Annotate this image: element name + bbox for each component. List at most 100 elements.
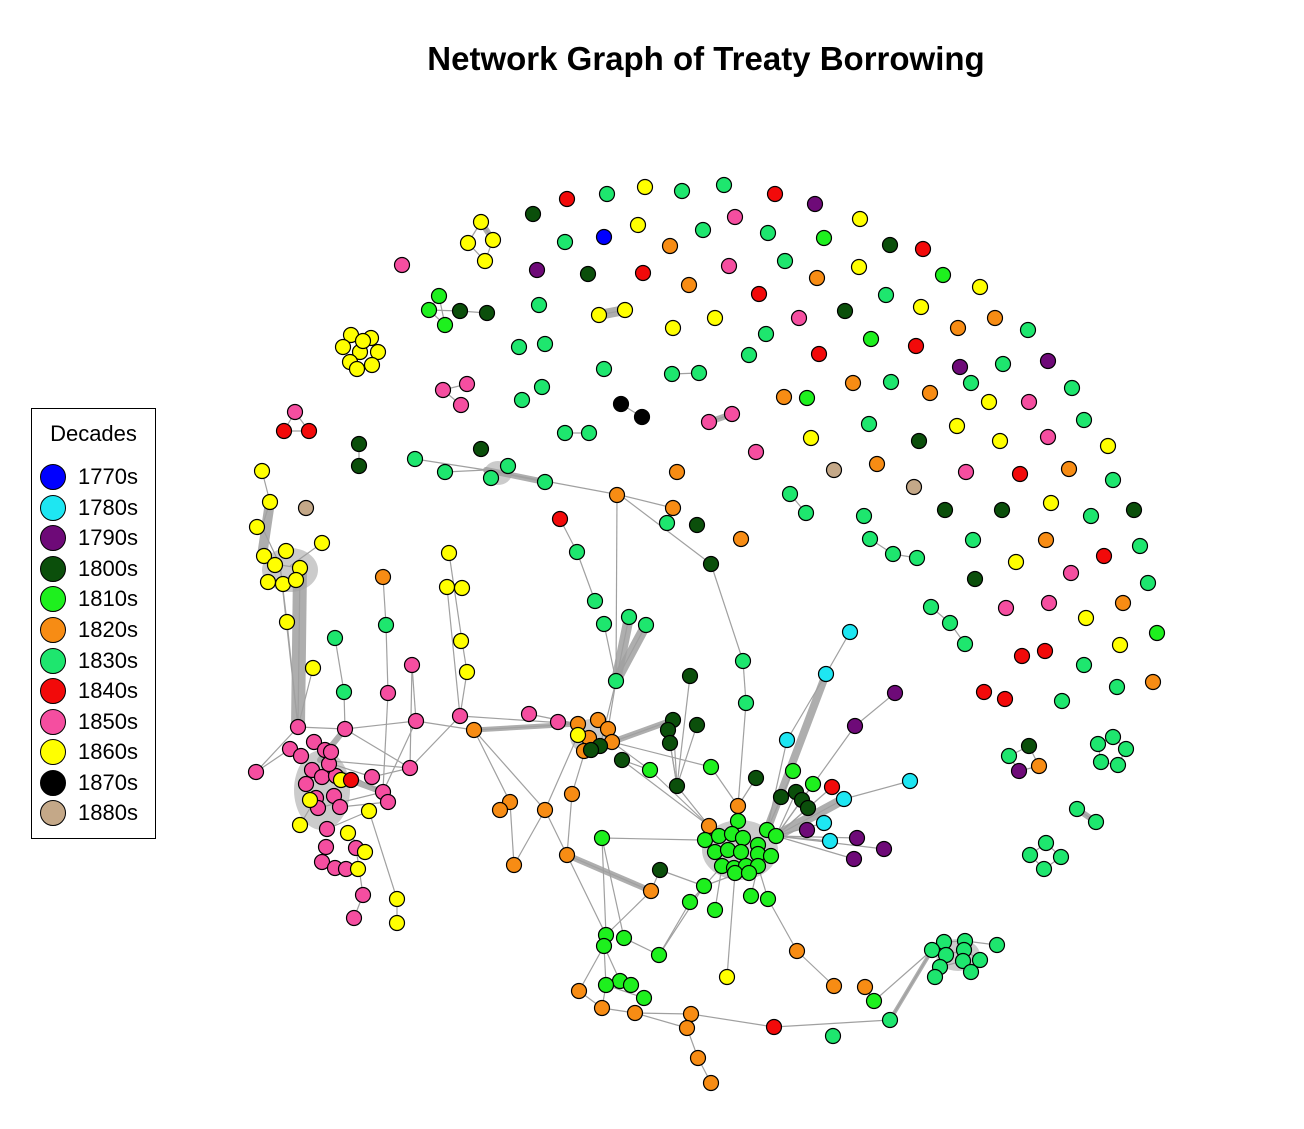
- node: [997, 599, 1015, 617]
- edge: [415, 720, 475, 731]
- node: [348, 360, 366, 378]
- node: [688, 716, 706, 734]
- edge: [382, 692, 389, 791]
- edge: [473, 729, 511, 803]
- node: [980, 393, 998, 411]
- node: [993, 501, 1011, 519]
- edge: [773, 1019, 891, 1028]
- node: [629, 216, 647, 234]
- node: [971, 951, 989, 969]
- node: [533, 378, 551, 396]
- node: [1108, 678, 1126, 696]
- node: [923, 941, 941, 959]
- node: [991, 432, 1009, 450]
- node: [472, 213, 490, 231]
- node: [825, 461, 843, 479]
- edge: [605, 890, 652, 936]
- node: [696, 831, 714, 849]
- node: [558, 190, 576, 208]
- node: [520, 705, 538, 723]
- node: [1125, 501, 1143, 519]
- node: [1082, 507, 1100, 525]
- edge: [601, 837, 625, 939]
- legend-label: 1840s: [78, 678, 138, 703]
- node: [291, 816, 309, 834]
- node: [848, 829, 866, 847]
- node: [536, 473, 554, 491]
- node: [458, 663, 476, 681]
- node: [289, 718, 307, 736]
- node: [549, 713, 567, 731]
- node: [472, 440, 490, 458]
- edge: [344, 728, 411, 769]
- node: [420, 301, 438, 319]
- edge: [615, 624, 647, 682]
- node: [305, 733, 323, 751]
- edge: [409, 715, 461, 769]
- node: [1075, 656, 1093, 674]
- node: [255, 547, 273, 565]
- node: [556, 424, 574, 442]
- node: [1062, 564, 1080, 582]
- node: [957, 463, 975, 481]
- node: [363, 768, 381, 786]
- node: [1039, 352, 1057, 370]
- node: [499, 457, 517, 475]
- node: [908, 549, 926, 567]
- edge: [255, 726, 299, 773]
- node: [570, 982, 588, 1000]
- node: [1117, 740, 1135, 758]
- node: [951, 358, 969, 376]
- node: [797, 504, 815, 522]
- edge: [775, 835, 855, 860]
- edge: [854, 692, 896, 727]
- edge: [473, 729, 546, 811]
- node: [393, 256, 411, 274]
- edge: [726, 872, 736, 978]
- edge: [576, 551, 596, 602]
- node: [253, 462, 271, 480]
- node: [907, 337, 925, 355]
- node: [633, 408, 651, 426]
- node: [300, 422, 318, 440]
- node: [759, 890, 777, 908]
- node: [453, 579, 471, 597]
- node: [678, 1019, 696, 1037]
- node: [568, 543, 586, 561]
- node: [313, 534, 331, 552]
- node: [336, 720, 354, 738]
- node: [476, 252, 494, 270]
- node: [1109, 756, 1127, 774]
- node: [966, 570, 984, 588]
- edge: [873, 949, 933, 1002]
- legend-item-1820s: 1820s: [40, 615, 138, 645]
- node: [360, 802, 378, 820]
- edge: [414, 458, 487, 471]
- legend-item-1880s: 1880s: [40, 798, 138, 828]
- node: [856, 978, 874, 996]
- node: [742, 887, 760, 905]
- node: [579, 265, 597, 283]
- edge: [297, 667, 314, 728]
- node: [823, 778, 841, 796]
- legend-label: 1770s: [78, 464, 138, 489]
- node: [1053, 692, 1071, 710]
- node: [762, 847, 780, 865]
- node: [715, 176, 733, 194]
- node: [301, 791, 319, 809]
- legend-label: 1850s: [78, 709, 138, 734]
- node: [810, 345, 828, 363]
- node: [595, 937, 613, 955]
- edge: [317, 791, 384, 809]
- node: [759, 224, 777, 242]
- node: [510, 338, 528, 356]
- node: [608, 486, 626, 504]
- node: [558, 846, 576, 864]
- node: [436, 316, 454, 334]
- node: [732, 843, 750, 861]
- node: [369, 343, 387, 361]
- node: [1039, 428, 1057, 446]
- node: [615, 929, 633, 947]
- node: [695, 877, 713, 895]
- edge: [344, 720, 417, 730]
